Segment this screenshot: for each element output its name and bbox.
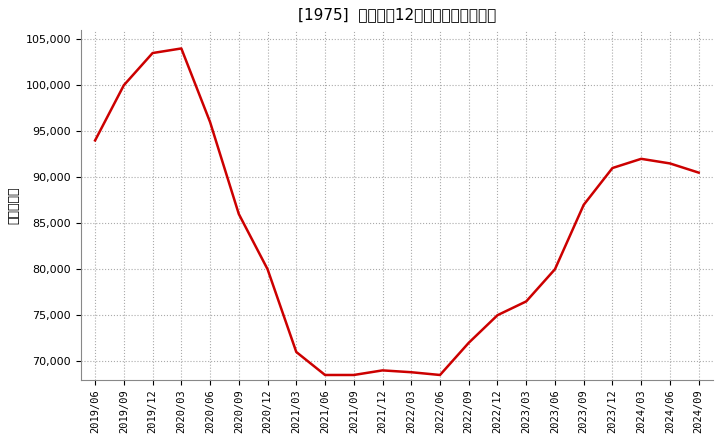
Title: [1975]  売上高の12か月移動合計の推移: [1975] 売上高の12か月移動合計の推移 — [298, 7, 496, 22]
Y-axis label: （百万円）: （百万円） — [7, 186, 20, 224]
